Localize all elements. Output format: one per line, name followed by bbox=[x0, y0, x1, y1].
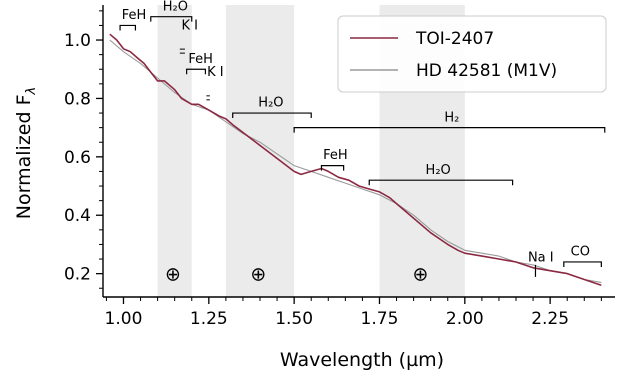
annotation-label-3: FeH bbox=[188, 52, 213, 67]
x-tick-label-3: 1.75 bbox=[361, 309, 399, 329]
annotation-label-7: FeH bbox=[323, 148, 348, 163]
annotation-label-5: H₂O bbox=[258, 96, 283, 111]
x-axis-title: Wavelength (µm) bbox=[280, 349, 444, 371]
telluric-bands: ⊕ ⊕ ⊕ bbox=[157, 5, 465, 297]
annotation-label-2: K I bbox=[182, 18, 199, 33]
annotation-label-6: H₂ bbox=[444, 110, 459, 125]
y-tick-label-0: 0.2 bbox=[64, 265, 91, 285]
earth-symbol-2: ⊕ bbox=[412, 264, 428, 286]
y-tick-label-2: 0.6 bbox=[64, 148, 91, 168]
annotation-label-1: H₂O bbox=[163, 0, 188, 14]
y-tick-label-3: 0.8 bbox=[64, 89, 91, 109]
annotation-bracket-0 bbox=[119, 24, 137, 31]
x-ticks: 1.00 1.25 1.50 1.75 2.00 2.25 bbox=[105, 297, 602, 329]
annotation-bracket-8 bbox=[368, 179, 514, 186]
legend-frame bbox=[337, 15, 607, 93]
annotation-bracket-5 bbox=[232, 112, 312, 119]
telluric-band-1 bbox=[225, 5, 295, 297]
y-ticks: 0.2 0.4 0.6 0.8 1.0 bbox=[64, 10, 103, 289]
annotation-label-0: FeH bbox=[122, 8, 147, 23]
annotation-bracket-1 bbox=[150, 16, 193, 22]
legend-label-toi-2407: TOI-2407 bbox=[415, 29, 494, 49]
annotation-label-8: H₂O bbox=[426, 163, 451, 178]
legend-label-hd-42581: HD 42581 (M1V) bbox=[416, 61, 557, 81]
annotation-bracket-7 bbox=[320, 165, 345, 171]
y-tick-label-1: 0.4 bbox=[64, 206, 91, 226]
annotation-label-10: CO bbox=[571, 245, 590, 260]
y-tick-label-4: 1.0 bbox=[64, 31, 91, 51]
x-tick-label-4: 2.00 bbox=[446, 309, 484, 329]
y-axis-title: Normalized Fλ bbox=[13, 87, 39, 219]
earth-symbol-1: ⊕ bbox=[250, 264, 266, 286]
annotation-bracket-3 bbox=[186, 68, 206, 75]
legend: TOI-2407 HD 42581 (M1V) bbox=[337, 15, 607, 93]
y-axis-title-subscript: λ bbox=[24, 87, 39, 96]
x-tick-label-0: 1.00 bbox=[105, 309, 143, 329]
annotation-bracket-10 bbox=[563, 261, 602, 267]
x-tick-label-1: 1.25 bbox=[190, 309, 228, 329]
annotation-label-4: K I bbox=[207, 65, 224, 80]
axes: 1.00 1.25 1.50 1.75 2.00 2.25 0.2 0.4 0.6 0.8 1.0… bbox=[13, 5, 615, 371]
telluric-band-0 bbox=[157, 5, 192, 297]
earth-symbol-0: ⊕ bbox=[165, 264, 181, 286]
annotation-bracket-6 bbox=[293, 127, 606, 133]
x-tick-label-2: 1.50 bbox=[275, 309, 313, 329]
annotation-label-9: Na I bbox=[528, 250, 554, 265]
x-tick-label-5: 2.25 bbox=[531, 309, 569, 329]
